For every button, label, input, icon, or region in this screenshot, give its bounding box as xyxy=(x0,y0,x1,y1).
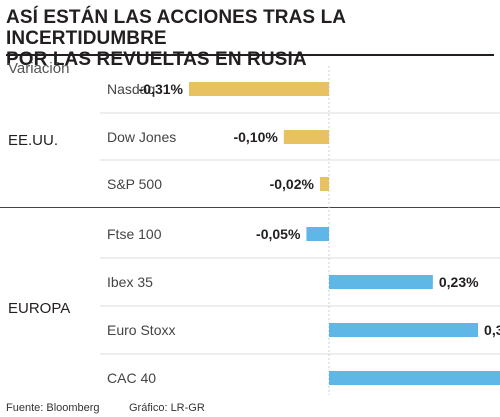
bar xyxy=(189,82,329,96)
value-label: -0,10% xyxy=(233,129,278,145)
bar xyxy=(283,130,329,144)
category-label: S&P 500 xyxy=(107,176,162,192)
bar xyxy=(329,275,433,289)
value-label: -0,02% xyxy=(270,176,315,192)
title-line-1: ASÍ ESTÁN LAS ACCIONES TRAS LA INCERTIDU… xyxy=(6,7,346,49)
category-label: Dow Jones xyxy=(107,129,176,145)
category-label: Ibex 35 xyxy=(107,274,153,290)
category-label: Nasdaq xyxy=(107,81,155,97)
value-label: -0,31% xyxy=(139,81,184,97)
value-label: 0,33% xyxy=(484,322,500,338)
category-label: CAC 40 xyxy=(107,370,156,386)
bar xyxy=(319,177,329,191)
group-separator xyxy=(0,207,500,208)
bar xyxy=(329,323,479,337)
value-label: 0,23% xyxy=(439,274,479,290)
bar-chart: Nasdaq-0,31% Dow Jones -0,10% S&P 500 -0,02%… xyxy=(100,66,500,395)
category-label: Euro Stoxx xyxy=(107,322,175,338)
bar xyxy=(306,227,329,241)
group-label-europe: EUROPA xyxy=(8,300,71,317)
category-label: Ftse 100 xyxy=(107,226,162,242)
source-note: Fuente: Bloomberg xyxy=(6,402,100,414)
value-label: -0,05% xyxy=(256,226,301,242)
credit-note: Gráfico: LR-GR xyxy=(129,402,205,414)
group-label-usa: EE.UU. xyxy=(8,132,59,149)
bar xyxy=(329,371,500,385)
variation-label: Variación xyxy=(8,60,70,77)
title-rule xyxy=(6,54,494,56)
